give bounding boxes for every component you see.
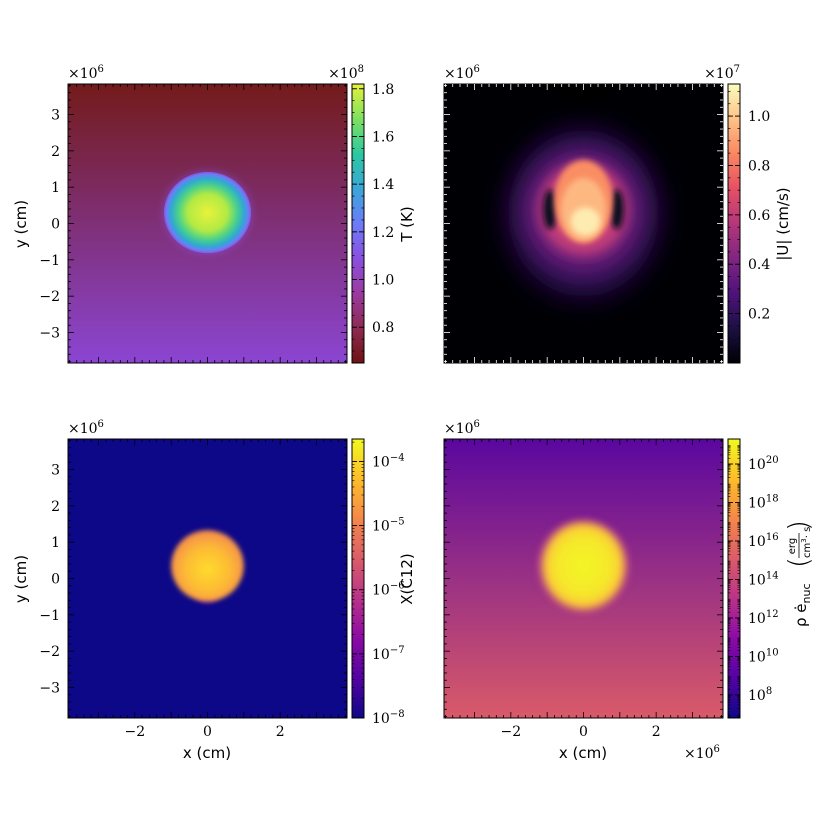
enuc-x-axis-label: x (cm) <box>559 744 607 762</box>
colorbar-tick-label: 1012 <box>748 609 779 627</box>
colorbar-gradient <box>727 83 741 364</box>
x-tick-label: −2 <box>125 724 146 740</box>
colorbar-tick-label: 1.0 <box>372 273 394 289</box>
y-tick-label: −2 <box>39 289 60 305</box>
colorbar-tick-label: 1.2 <box>372 225 394 241</box>
colorbar-tick-label: 1010 <box>748 647 779 665</box>
panel-temperature: −3 −2 −1 0 1 2 3 ×106 y (cm) 0.8 1.0 1.2 1.4 1.6 1.… <box>12 64 416 364</box>
c12-y-axis-label: y (cm) <box>12 555 30 603</box>
velocity-ticks <box>444 84 723 363</box>
c12-y-exponent: ×106 <box>68 419 104 437</box>
colorbar-tick-label: 10−7 <box>372 645 405 663</box>
enuc-blob <box>541 522 626 610</box>
colorbar-tick-label: 0.4 <box>748 257 770 273</box>
enuc-ticks: −2 0 2 <box>444 439 723 740</box>
svg-text:ρ ėnuc: ρ ėnuc <box>792 583 813 627</box>
y-tick-label: 3 <box>51 108 60 124</box>
colorbar-tick-label: 1.4 <box>372 177 394 193</box>
temperature-ticks: −3 −2 −1 0 1 2 3 <box>39 84 347 363</box>
c12-ticks: −3 −2 −1 0 1 2 3 −2 0 2 <box>39 439 347 740</box>
svg-text:erg: erg <box>787 538 798 554</box>
colorbar-gradient <box>351 438 365 719</box>
colorbar-tick-label: 10−8 <box>372 709 405 727</box>
enuc-heatmap <box>444 439 723 718</box>
velocity-y-exponent: ×106 <box>444 64 480 82</box>
velocity-top-dip <box>553 84 614 102</box>
enuc-colorbar: 1020 1018 1016 1014 1012 1010 108 <box>727 438 779 719</box>
colorbar-tick-label: 10−5 <box>372 517 405 535</box>
colorbar-tick-label: 1.8 <box>372 82 394 98</box>
temperature-y-exponent: ×106 <box>68 64 104 82</box>
velocity-colorbar-exponent: ×107 <box>704 64 740 82</box>
colorbar-tick-label: 1014 <box>748 570 779 588</box>
x-tick-label: 2 <box>276 724 285 740</box>
y-tick-label: 2 <box>51 144 60 160</box>
c12-colorbar: 10−4 10−5 10−6 10−7 10−8 <box>351 438 405 727</box>
enuc-y-exponent: ×106 <box>444 419 480 437</box>
c12-colorbar-label: X(C12) <box>398 553 416 605</box>
colorbar-tick-label: 1020 <box>748 455 779 473</box>
colorbar-tick-label: 1016 <box>748 532 779 550</box>
velocity-peak <box>570 207 601 236</box>
colorbar-tick-label: 1.6 <box>372 129 394 145</box>
temperature-colorbar: 0.8 1.0 1.2 1.4 1.6 1.8 <box>351 82 394 364</box>
colorbar-tick-label: 1.0 <box>748 109 770 125</box>
svg-text:(: ( <box>782 557 815 568</box>
temperature-heatmap <box>68 84 347 363</box>
panel-velocity: ×106 0.2 0.4 0.6 0.8 1.0 ×107 |U| (cm/s) <box>443 64 792 364</box>
temperature-colorbar-exponent: ×108 <box>328 64 364 82</box>
temperature-y-axis-label: y (cm) <box>12 200 30 248</box>
c12-heatmap <box>68 439 347 718</box>
x-tick-label: 2 <box>652 724 661 740</box>
colorbar-gradient <box>727 438 741 719</box>
colorbar-tick-label: 0.6 <box>748 208 770 224</box>
temperature-blob <box>163 171 252 254</box>
velocity-colorbar-label: |U| (cm/s) <box>774 187 792 260</box>
colorbar-tick-label: 1018 <box>748 493 779 511</box>
y-tick-label: −3 <box>39 680 60 696</box>
colorbar-tick-label: 10−6 <box>372 581 405 599</box>
c12-x-axis-label: x (cm) <box>183 744 231 762</box>
colorbar-tick-label: 0.2 <box>748 307 770 323</box>
svg-text:): ) <box>782 520 815 531</box>
c12-blob <box>171 530 244 602</box>
y-tick-label: −2 <box>39 644 60 660</box>
velocity-colorbar: 0.2 0.4 0.6 0.8 1.0 <box>727 83 770 364</box>
y-tick-label: 2 <box>51 499 60 515</box>
y-tick-label: 0 <box>51 217 60 233</box>
colorbar-gradient <box>351 83 365 364</box>
x-tick-label: −2 <box>501 724 522 740</box>
enuc-colorbar-label: ρ ėnuc ( erg cm3· s ) <box>782 520 815 627</box>
y-tick-label: 3 <box>51 463 60 479</box>
y-tick-label: 1 <box>51 180 60 196</box>
panel-enuc: −2 0 2 ×106 ×106 x (cm) 102010181016101410… <box>443 419 815 762</box>
colorbar-tick-label: 0.8 <box>748 158 770 174</box>
temperature-colorbar-label: T (K) <box>398 206 416 242</box>
y-tick-label: 0 <box>51 572 60 588</box>
svg-text:cm3· s: cm3· s <box>800 527 813 558</box>
velocity-right-vortex <box>609 189 624 230</box>
x-tick-label: 0 <box>579 724 588 740</box>
velocity-heatmap <box>444 84 723 363</box>
colorbar-tick-label: 108 <box>748 686 772 704</box>
enuc-x-exponent: ×106 <box>684 744 720 762</box>
y-tick-label: −1 <box>39 253 60 269</box>
colorbar-tick-label: 0.8 <box>372 320 394 336</box>
x-tick-label: 0 <box>203 724 212 740</box>
y-tick-label: −1 <box>39 608 60 624</box>
y-tick-label: 1 <box>51 535 60 551</box>
colorbar-tick-label: 10−4 <box>372 452 405 470</box>
y-tick-label: −3 <box>39 325 60 341</box>
velocity-left-vortex <box>543 189 558 230</box>
